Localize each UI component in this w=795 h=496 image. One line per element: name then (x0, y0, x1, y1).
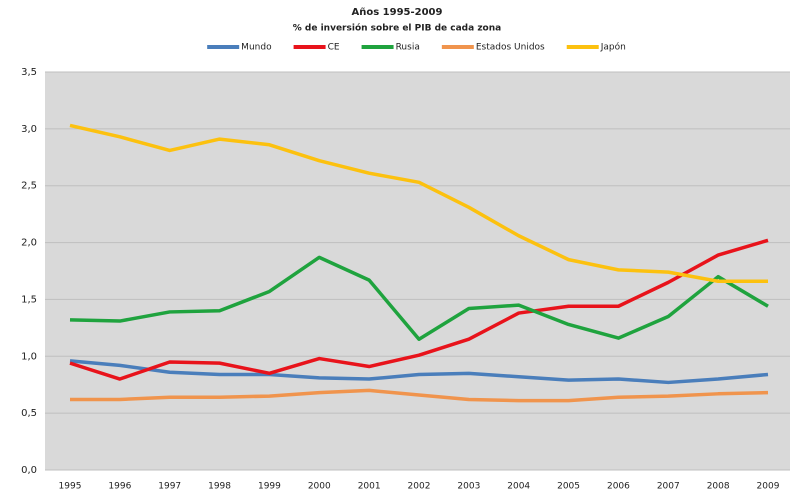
legend-label: Estados Unidos (476, 43, 545, 53)
x-tick-label: 2004 (507, 482, 530, 492)
x-tick-label: 2002 (408, 482, 431, 492)
y-tick-label: 3,0 (21, 124, 37, 135)
legend-item: CE (293, 43, 340, 53)
legend-item: Estados Unidos (441, 43, 545, 53)
plot-area (45, 72, 790, 470)
series-line (70, 388, 769, 403)
x-tick-label: 2008 (707, 482, 730, 492)
chart-title: Años 1995-2009 (352, 7, 443, 18)
series-line (69, 123, 768, 283)
x-tick-label: 2006 (607, 482, 630, 492)
x-tick-label: 1999 (258, 482, 281, 492)
chart-subtitle: % de inversión sobre el PIB de cada zona (293, 23, 501, 34)
legend-item: Rusia (361, 43, 420, 53)
series-line (69, 359, 769, 385)
y-tick-label: 1,5 (21, 294, 37, 305)
x-tick-label: 2009 (757, 482, 780, 492)
y-tick-label: 0,5 (21, 408, 37, 419)
legend-label: Rusia (396, 43, 420, 53)
legend-label: Mundo (241, 43, 272, 53)
legend-label: Japón (600, 42, 626, 53)
x-tick-label: 1996 (108, 482, 131, 492)
y-tick-label: 3,5 (21, 67, 37, 78)
y-tick-label: 0,0 (21, 465, 37, 476)
legend-item: Japón (566, 42, 626, 53)
series-line (69, 255, 769, 341)
legend-item: Mundo (207, 43, 272, 53)
legend-label: CE (328, 43, 340, 53)
series-line (69, 238, 769, 381)
x-tick-label: 2000 (308, 482, 331, 492)
x-tick-label: 2007 (657, 482, 680, 492)
x-tick-label: 2001 (358, 482, 381, 492)
x-tick-label: 1995 (59, 482, 82, 492)
y-tick-label: 2,5 (21, 181, 37, 192)
y-tick-label: 1,0 (21, 351, 37, 362)
y-tick-label: 2,0 (21, 238, 37, 249)
x-tick-label: 1998 (208, 482, 231, 492)
x-tick-label: 1997 (158, 482, 181, 492)
x-tick-label: 2003 (457, 482, 480, 492)
x-tick-label: 2005 (557, 482, 580, 492)
